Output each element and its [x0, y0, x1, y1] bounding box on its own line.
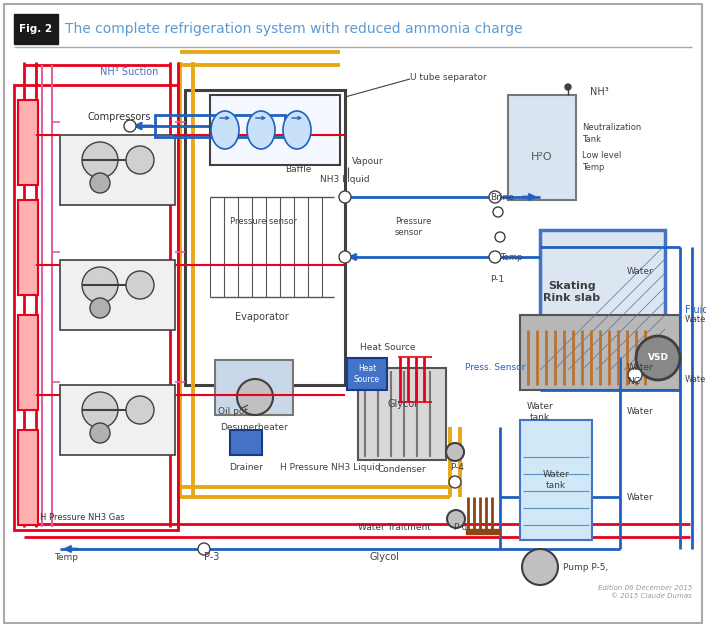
Text: VSD: VSD — [647, 354, 669, 362]
Circle shape — [628, 368, 642, 382]
Text: Heat
Source: Heat Source — [354, 364, 380, 384]
Circle shape — [198, 543, 210, 555]
Text: Water: Water — [627, 362, 654, 372]
Circle shape — [447, 510, 465, 528]
Text: Pressure sensor: Pressure sensor — [230, 218, 297, 226]
Circle shape — [126, 271, 154, 299]
Circle shape — [495, 232, 505, 242]
Text: Glycol: Glycol — [387, 399, 417, 409]
Text: Water: Water — [627, 268, 654, 277]
Circle shape — [565, 84, 571, 90]
Text: Temp: Temp — [582, 164, 604, 172]
Text: Water: Water — [685, 376, 706, 384]
Bar — [230, 430, 262, 455]
Circle shape — [636, 336, 680, 380]
Ellipse shape — [211, 111, 239, 149]
Bar — [466, 529, 500, 534]
Circle shape — [82, 142, 118, 178]
Bar — [18, 200, 38, 295]
Text: Evaporator: Evaporator — [235, 312, 289, 322]
Text: P-6: P-6 — [453, 522, 467, 532]
Text: Compressors: Compressors — [88, 112, 151, 122]
Text: Temp: Temp — [54, 552, 78, 562]
Bar — [215, 360, 293, 415]
Text: Heat Source: Heat Source — [360, 342, 416, 352]
Circle shape — [90, 173, 110, 193]
Circle shape — [449, 476, 461, 488]
Text: Press. Sensor: Press. Sensor — [465, 362, 525, 372]
Text: Temp: Temp — [500, 253, 522, 261]
Text: P-3: P-3 — [204, 552, 220, 562]
Text: NH³: NH³ — [590, 87, 609, 97]
Circle shape — [82, 392, 118, 428]
Bar — [520, 420, 592, 540]
Text: Brine: Brine — [490, 192, 514, 201]
Bar — [508, 95, 576, 200]
Text: H Pressure NH3 Gas: H Pressure NH3 Gas — [40, 512, 125, 522]
Bar — [60, 135, 175, 205]
Bar — [60, 385, 175, 455]
Text: Water: Water — [627, 492, 654, 502]
Text: Vapour: Vapour — [352, 157, 383, 167]
Ellipse shape — [247, 111, 275, 149]
Bar — [155, 115, 285, 137]
Bar — [520, 315, 680, 390]
Circle shape — [489, 251, 501, 263]
Text: U tube separator: U tube separator — [410, 73, 486, 82]
Bar — [185, 90, 345, 385]
Text: NH3 Liquid: NH3 Liquid — [320, 176, 370, 184]
Text: P-1: P-1 — [490, 275, 504, 285]
Text: Fig. 2: Fig. 2 — [20, 24, 52, 34]
Text: Water Traitment: Water Traitment — [358, 522, 431, 532]
Text: Skating
Rink slab: Skating Rink slab — [544, 281, 601, 303]
Text: Fluid Cooler: Fluid Cooler — [685, 305, 706, 315]
Circle shape — [124, 120, 136, 132]
Ellipse shape — [283, 111, 311, 149]
Circle shape — [90, 423, 110, 443]
Circle shape — [126, 146, 154, 174]
Bar — [347, 358, 387, 390]
Text: NC: NC — [627, 377, 640, 386]
Text: Condenser: Condenser — [378, 465, 426, 475]
Circle shape — [522, 549, 558, 585]
Text: Drainer: Drainer — [229, 463, 263, 472]
Text: Desuperheater: Desuperheater — [220, 423, 288, 431]
Text: Glycol: Glycol — [370, 552, 400, 562]
Text: Pump P-5,: Pump P-5, — [563, 562, 609, 571]
Bar — [358, 368, 446, 460]
Bar — [14, 85, 178, 530]
Text: Water: Water — [627, 408, 654, 416]
Text: H²O: H²O — [531, 152, 553, 162]
Text: Edition 06 December 2015
© 2015 Claude Dumas: Edition 06 December 2015 © 2015 Claude D… — [597, 586, 692, 599]
Text: NH³ Suction: NH³ Suction — [100, 67, 158, 77]
Text: Tank: Tank — [582, 135, 601, 144]
Bar — [18, 100, 38, 185]
Text: Pressure
sensor: Pressure sensor — [395, 218, 431, 237]
Bar — [540, 230, 665, 370]
Text: Baffle: Baffle — [285, 164, 311, 174]
Circle shape — [237, 379, 273, 415]
Text: Water
tank: Water tank — [527, 403, 554, 422]
Text: H Pressure NH3 Liquid: H Pressure NH3 Liquid — [280, 463, 381, 472]
Text: The complete refrigeration system with reduced ammonia charge: The complete refrigeration system with r… — [65, 22, 522, 36]
Bar — [210, 95, 340, 165]
Text: Oil pot: Oil pot — [218, 408, 248, 416]
Circle shape — [126, 396, 154, 424]
Circle shape — [489, 191, 501, 203]
Text: Water: Water — [685, 315, 706, 325]
Text: Neutralization: Neutralization — [582, 122, 641, 132]
Bar — [60, 260, 175, 330]
Bar — [14, 14, 58, 44]
Text: P-4: P-4 — [450, 463, 464, 472]
Circle shape — [339, 191, 351, 203]
Circle shape — [90, 298, 110, 318]
Bar — [18, 315, 38, 410]
Circle shape — [446, 443, 464, 461]
Circle shape — [82, 267, 118, 303]
Bar — [18, 430, 38, 525]
Circle shape — [339, 251, 351, 263]
Text: Low level: Low level — [582, 150, 621, 159]
Text: Water
tank: Water tank — [543, 470, 569, 490]
Circle shape — [493, 207, 503, 217]
